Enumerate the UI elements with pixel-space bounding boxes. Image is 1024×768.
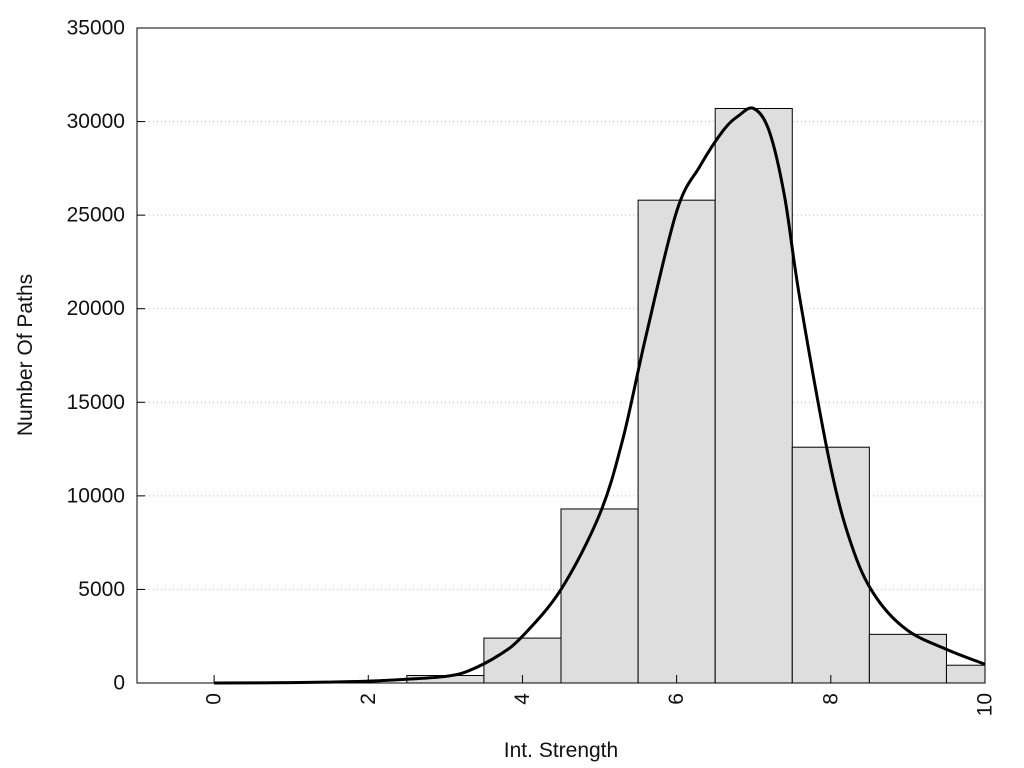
x-tick-label: 8 <box>819 693 842 705</box>
x-axis-ticks: 0 2 4 6 8 10 <box>203 675 997 716</box>
plot-frame <box>136 27 986 684</box>
density-curve-line <box>214 106 986 685</box>
histogram-bar <box>945 664 986 684</box>
x-tick-label: 4 <box>511 693 534 705</box>
y-tick-label: 10000 <box>67 484 125 507</box>
x-tick-label: 2 <box>357 693 380 705</box>
histogram-bar <box>791 446 870 684</box>
y-axis-title: Number Of Paths <box>14 274 37 436</box>
histogram-bar <box>714 107 793 684</box>
histogram-bar <box>560 508 639 684</box>
y-tick-label: 5000 <box>78 578 125 601</box>
x-tick-label: 0 <box>203 693 226 705</box>
histogram-bar <box>637 199 716 684</box>
y-tick-label: 0 <box>113 672 125 695</box>
y-tick-label: 30000 <box>67 110 125 133</box>
y-tick-label: 35000 <box>67 17 125 40</box>
x-tick-label: 6 <box>665 693 688 705</box>
histogram-bar <box>868 633 947 684</box>
y-axis-ticks: 0 5000 10000 15000 20000 25000 30000 35000 <box>67 17 145 695</box>
y-tick-label: 20000 <box>67 297 125 320</box>
histogram-bars <box>406 107 986 684</box>
x-tick-label: 10 <box>974 693 997 716</box>
density-curve <box>214 106 986 685</box>
y-tick-label: 25000 <box>67 204 125 227</box>
y-tick-label: 15000 <box>67 391 125 414</box>
x-axis-title: Int. Strength <box>504 739 618 762</box>
